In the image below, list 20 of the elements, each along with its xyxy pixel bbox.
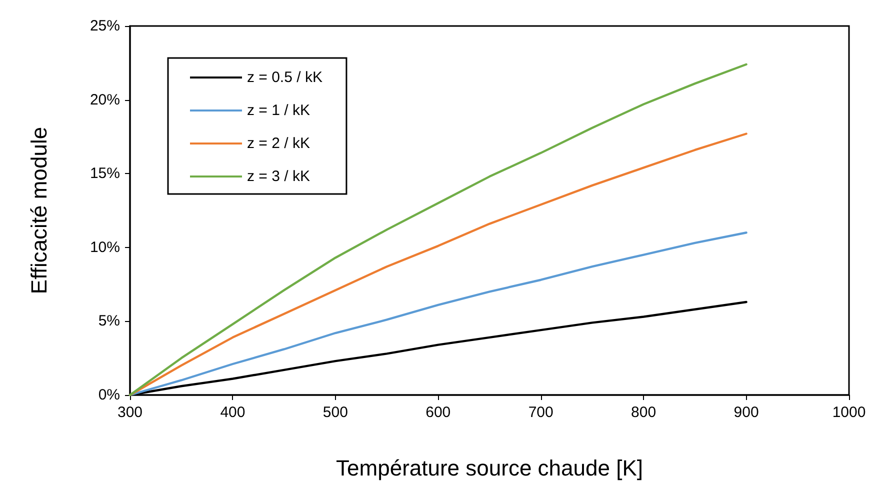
- y-tick-label: 25%: [90, 18, 120, 34]
- y-tick-label: 0%: [98, 386, 120, 404]
- x-tick-label: 600: [426, 404, 451, 421]
- legend-label: z = 3 / kK: [247, 168, 310, 185]
- y-tick-label: 5%: [98, 312, 120, 330]
- legend-label: z = 0.5 / kK: [247, 69, 322, 86]
- x-tick-label: 300: [117, 404, 143, 421]
- x-tick-label: 800: [631, 404, 656, 421]
- x-tick-label: 1000: [832, 404, 866, 421]
- x-tick-label: 500: [322, 404, 348, 421]
- y-axis-title: Efficacité module: [26, 126, 52, 294]
- y-tick-label: 20%: [90, 91, 120, 108]
- legend-label: z = 2 / kK: [247, 135, 310, 152]
- x-axis-title: Température source chaude [K]: [336, 456, 643, 480]
- y-tick-label: 10%: [90, 238, 120, 256]
- x-tick-label: 900: [734, 404, 759, 421]
- x-tick-label: 700: [528, 404, 554, 421]
- legend-label: z = 1 / kK: [247, 102, 310, 119]
- y-tick-label: 15%: [90, 165, 120, 182]
- x-tick-label: 400: [220, 404, 246, 421]
